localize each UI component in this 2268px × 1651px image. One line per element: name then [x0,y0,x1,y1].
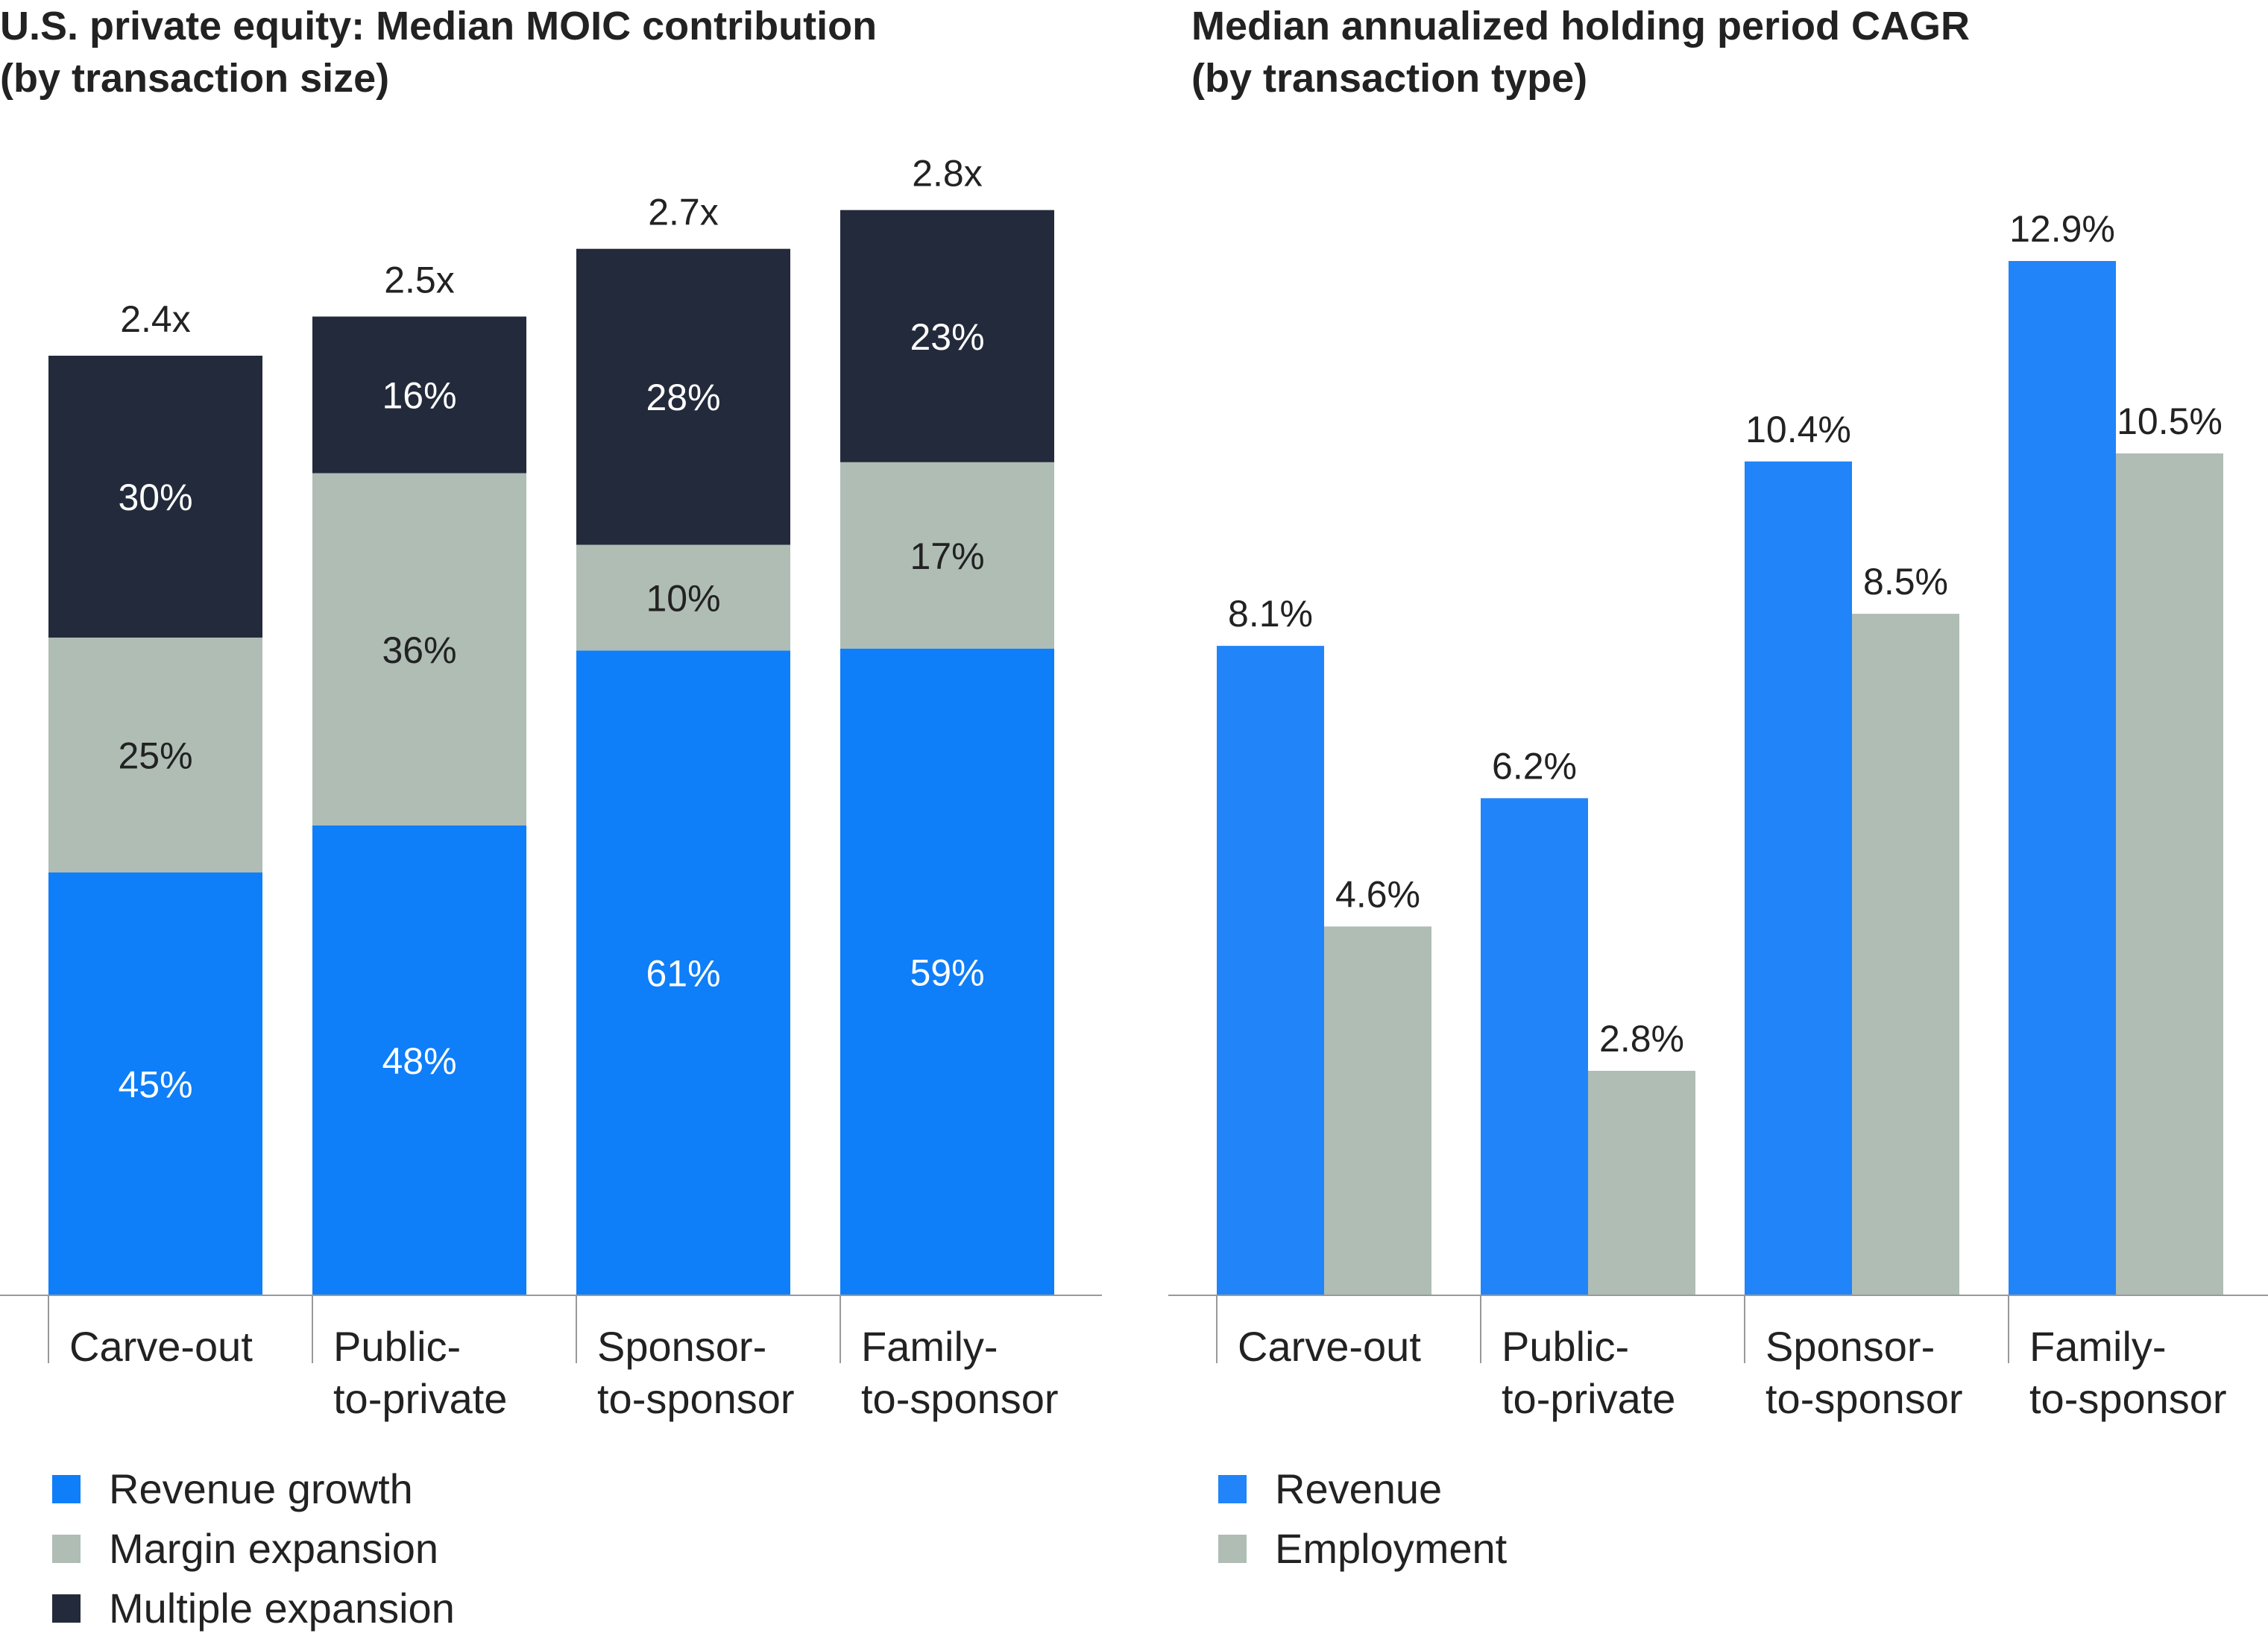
x-tick-label: Public- [1502,1323,1629,1370]
segment-label-revenue-growth: 59% [910,952,984,993]
x-tick-label: to-sponsor [597,1375,795,1422]
segment-label-margin-expansion: 36% [382,629,456,671]
value-label-revenue: 8.1% [1228,593,1313,635]
x-tick-label: to-sponsor [2029,1375,2227,1422]
x-tick-label: to-private [333,1375,507,1422]
x-tick-label: Carve-out [1238,1323,1421,1370]
bar-segment-revenue-growth-carve-out [48,872,262,1295]
left-chart-title-line-2: (by transaction size) [0,56,390,101]
bar-employment-carve-out [1324,926,1431,1295]
x-tick-label: Sponsor- [1765,1323,1935,1370]
segment-label-multiple-expansion: 23% [910,316,984,358]
bar-segment-margin-expansion-family-to-sponsor [840,462,1054,649]
right-chart-title-line-1: Median annualized holding period CAGR [1191,4,1971,48]
legend-label-revenue: Revenue [1275,1465,1443,1512]
segment-label-margin-expansion: 25% [118,735,192,777]
bar-segment-revenue-growth-sponsor-to-sponsor [576,650,790,1295]
legend-item-revenue: Revenue [1218,1459,1507,1519]
legend-item-employment: Employment [1218,1519,1507,1579]
value-label-revenue: 6.2% [1492,745,1577,787]
legend-swatch-employment [1218,1535,1247,1563]
bar-revenue-carve-out [1217,646,1324,1295]
value-label-employment: 4.6% [1335,873,1420,915]
bar-segment-multiple-expansion-public-to-private [312,316,526,474]
value-label-revenue: 10.4% [1745,409,1851,450]
value-label-employment: 2.8% [1599,1018,1684,1060]
legend-label-employment: Employment [1275,1525,1508,1572]
left-chart-title: U.S. private equity: Median MOIC contrib… [0,0,877,104]
bar-employment-family-to-sponsor [2116,453,2223,1295]
x-tick-label: Family- [2029,1323,2167,1370]
legend-label-multiple-expansion: Multiple expansion [109,1585,455,1632]
x-tick-label: Family- [861,1323,998,1370]
segment-label-revenue-growth: 48% [382,1040,456,1082]
x-tick-label: to-sponsor [1765,1375,1963,1422]
bar-segment-margin-expansion-public-to-private [312,473,526,826]
legend-item-margin-expansion: Margin expansion [52,1519,455,1579]
x-tick-label: to-sponsor [861,1375,1059,1422]
right-chart-title: Median annualized holding period CAGR (b… [1191,0,1970,104]
right-chart-legend: Revenue Employment [1218,1459,1507,1579]
legend-item-revenue-growth: Revenue growth [52,1459,455,1519]
legend-swatch-revenue-growth [52,1475,81,1503]
segment-label-margin-expansion: 10% [646,577,720,619]
segment-label-multiple-expansion: 28% [646,377,720,418]
bar-revenue-public-to-private [1481,798,1588,1295]
bar-segment-margin-expansion-carve-out [48,638,262,872]
bar-segment-margin-expansion-sponsor-to-sponsor [576,544,790,651]
bar-revenue-family-to-sponsor [2009,261,2116,1295]
segment-label-revenue-growth: 61% [646,953,720,995]
bar-revenue-sponsor-to-sponsor [1745,461,1852,1295]
bar-segment-revenue-growth-public-to-private [312,826,526,1295]
left-chart-title-line-1: U.S. private equity: Median MOIC contrib… [0,4,878,48]
segment-label-margin-expansion: 17% [910,535,984,577]
total-label: 2.8x [912,153,983,195]
moic-stacked-bar-chart: 45% 25% 30% 2.4x Carve-out 48% 36% 16% 2.5x Publi… [0,153,1102,1422]
legend-swatch-margin-expansion [52,1535,81,1563]
bar-segment-multiple-expansion-family-to-sponsor [840,210,1054,462]
legend-label-revenue-growth: Revenue growth [109,1465,413,1512]
segment-label-revenue-growth: 45% [118,1064,192,1106]
total-label: 2.7x [648,192,719,233]
left-chart-legend: Revenue growth Margin expansion Multiple… [52,1459,455,1638]
legend-item-multiple-expansion: Multiple expansion [52,1579,455,1638]
bar-segment-revenue-growth-family-to-sponsor [840,648,1054,1295]
segment-label-multiple-expansion: 30% [118,477,192,518]
bar-segment-multiple-expansion-carve-out [48,356,262,638]
legend-swatch-revenue [1218,1475,1247,1503]
right-chart-title-line-2: (by transaction type) [1191,56,1588,101]
bar-employment-public-to-private [1588,1070,1695,1295]
x-tick-label: Carve-out [69,1323,253,1370]
total-label: 2.5x [384,260,455,301]
bar-employment-sponsor-to-sponsor [1852,614,1959,1295]
value-label-employment: 8.5% [1863,561,1948,603]
bar-segment-multiple-expansion-sponsor-to-sponsor [576,248,790,545]
segment-label-multiple-expansion: 16% [382,375,456,417]
legend-label-margin-expansion: Margin expansion [109,1525,439,1572]
value-label-revenue: 12.9% [2009,208,2115,250]
legend-swatch-multiple-expansion [52,1594,81,1623]
x-tick-label: to-private [1502,1375,1675,1422]
total-label: 2.4x [120,298,191,340]
x-tick-label: Public- [333,1323,461,1370]
value-label-employment: 10.5% [2117,400,2223,442]
x-tick-label: Sponsor- [597,1323,766,1370]
cagr-grouped-bar-chart: 8.1% 4.6% Carve-out 6.2% 2.8% Public-to-priva… [1168,208,2268,1422]
